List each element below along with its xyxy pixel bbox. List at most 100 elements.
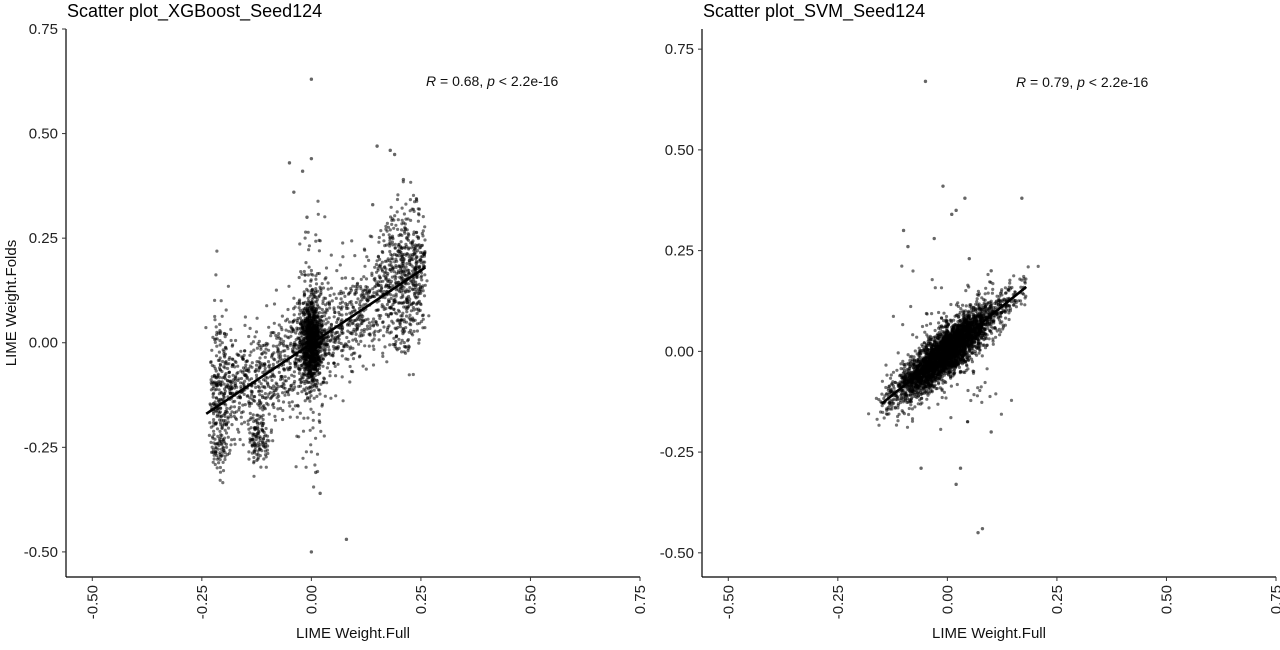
data-point: [243, 393, 246, 396]
data-point: [325, 353, 328, 356]
data-point: [278, 337, 281, 340]
data-point: [890, 373, 893, 376]
data-point: [286, 308, 289, 311]
data-point: [225, 407, 228, 410]
data-point: [335, 331, 338, 334]
data-point: [410, 258, 413, 261]
data-point: [348, 380, 351, 383]
data-point: [394, 327, 397, 330]
data-point: [386, 330, 389, 333]
data-point: [378, 236, 381, 239]
data-point: [230, 339, 233, 342]
data-point: [243, 421, 246, 424]
data-point: [223, 332, 226, 335]
data-point: [410, 246, 413, 249]
data-point: [327, 288, 330, 291]
data-point: [328, 348, 331, 351]
data-point: [396, 198, 399, 201]
data-point: [372, 317, 375, 320]
data-point: [252, 456, 255, 459]
data-point: [387, 300, 390, 303]
data-point: [213, 457, 216, 460]
data-point: [355, 340, 358, 343]
data-point: [251, 361, 254, 364]
y-tick-label: -0.50: [24, 544, 58, 561]
data-point: [243, 324, 246, 327]
data-point: [225, 362, 228, 365]
data-point: [262, 442, 265, 445]
data-point: [204, 326, 207, 329]
data-point: [393, 253, 396, 256]
data-point: [218, 359, 221, 362]
data-point: [214, 273, 217, 276]
data-point-outlier: [402, 178, 405, 181]
data-point: [229, 392, 232, 395]
data-point: [315, 379, 318, 382]
data-point: [308, 324, 311, 327]
data-point: [335, 297, 338, 300]
data-point: [339, 263, 342, 266]
data-point: [318, 392, 321, 395]
data-point: [391, 243, 394, 246]
data-point: [311, 426, 314, 429]
data-point-outlier: [301, 170, 304, 173]
data-point: [218, 351, 221, 354]
data-point: [392, 227, 395, 230]
data-point-outlier: [310, 77, 313, 80]
data-point: [417, 342, 420, 345]
data-point: [419, 289, 422, 292]
data-point: [271, 331, 274, 334]
data-point: [230, 438, 233, 441]
data-point: [362, 365, 365, 368]
data-point: [219, 433, 222, 436]
data-point: [378, 317, 381, 320]
y-tick-label: 0.25: [29, 230, 58, 247]
data-point: [250, 350, 253, 353]
data-point: [315, 315, 318, 318]
data-point: [318, 389, 321, 392]
data-point: [984, 287, 987, 290]
data-point: [415, 244, 418, 247]
data-point: [390, 312, 393, 315]
data-point: [389, 236, 392, 239]
data-point: [211, 336, 214, 339]
data-point: [336, 318, 339, 321]
data-point: [261, 396, 264, 399]
data-point: [262, 422, 265, 425]
data-point: [234, 379, 237, 382]
data-point: [416, 235, 419, 238]
data-point: [307, 314, 310, 317]
data-point: [228, 375, 231, 378]
data-point: [334, 394, 337, 397]
data-point: [396, 210, 399, 213]
data-point: [403, 232, 406, 235]
data-point: [237, 408, 240, 411]
data-point: [394, 311, 397, 314]
x-tick-label: 0.75: [632, 585, 649, 614]
data-point: [223, 383, 226, 386]
data-point: [313, 346, 316, 349]
data-point: [403, 350, 406, 353]
data-point: [308, 244, 311, 247]
data-point: [299, 322, 302, 325]
data-point: [274, 419, 277, 422]
data-point: [383, 244, 386, 247]
data-point: [282, 386, 285, 389]
data-point: [364, 288, 367, 291]
data-point: [237, 377, 240, 380]
data-point: [335, 269, 338, 272]
data-point: [242, 383, 245, 386]
data-point: [291, 408, 294, 411]
y-tick-label: -0.25: [24, 439, 58, 456]
data-point: [267, 439, 270, 442]
data-point: [344, 287, 347, 290]
data-point: [394, 247, 397, 250]
data-point: [328, 306, 331, 309]
data-point: [409, 329, 412, 332]
data-point: [329, 294, 332, 297]
data-point: [300, 364, 303, 367]
data-point: [227, 436, 230, 439]
data-point: [311, 336, 314, 339]
data-point: [288, 320, 291, 323]
data-point: [250, 366, 253, 369]
